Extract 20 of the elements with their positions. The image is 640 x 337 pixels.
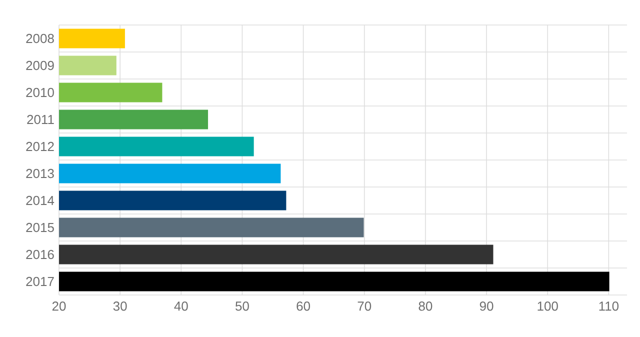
y-tick-label: 2014 <box>26 196 54 206</box>
x-tick-label: 50 <box>236 302 249 311</box>
x-tick-label: 40 <box>174 302 188 311</box>
x-tick-label: 90 <box>480 302 494 311</box>
x-tick-label: 110 <box>599 302 619 311</box>
y-tick-label: 2012 <box>26 142 54 152</box>
x-tick-label: 70 <box>358 302 372 311</box>
y-tick-label: 2008 <box>26 34 54 44</box>
y-tick-label: 2017 <box>26 276 54 286</box>
y-tick-label: 2010 <box>26 88 54 98</box>
y-tick-label: 2015 <box>26 222 54 232</box>
x-tick-label: 30 <box>113 302 127 311</box>
y-tick-label: 2016 <box>26 250 54 260</box>
y-tick-label: 2009 <box>26 60 54 70</box>
y-tick-label: 2011 <box>27 114 54 124</box>
x-tick-label: 20 <box>52 302 66 311</box>
x-tick-label: 80 <box>418 302 432 311</box>
x-tick-label: 100 <box>538 302 558 311</box>
y-tick-label: 2013 <box>26 168 54 178</box>
x-tick-label: 60 <box>296 302 310 311</box>
